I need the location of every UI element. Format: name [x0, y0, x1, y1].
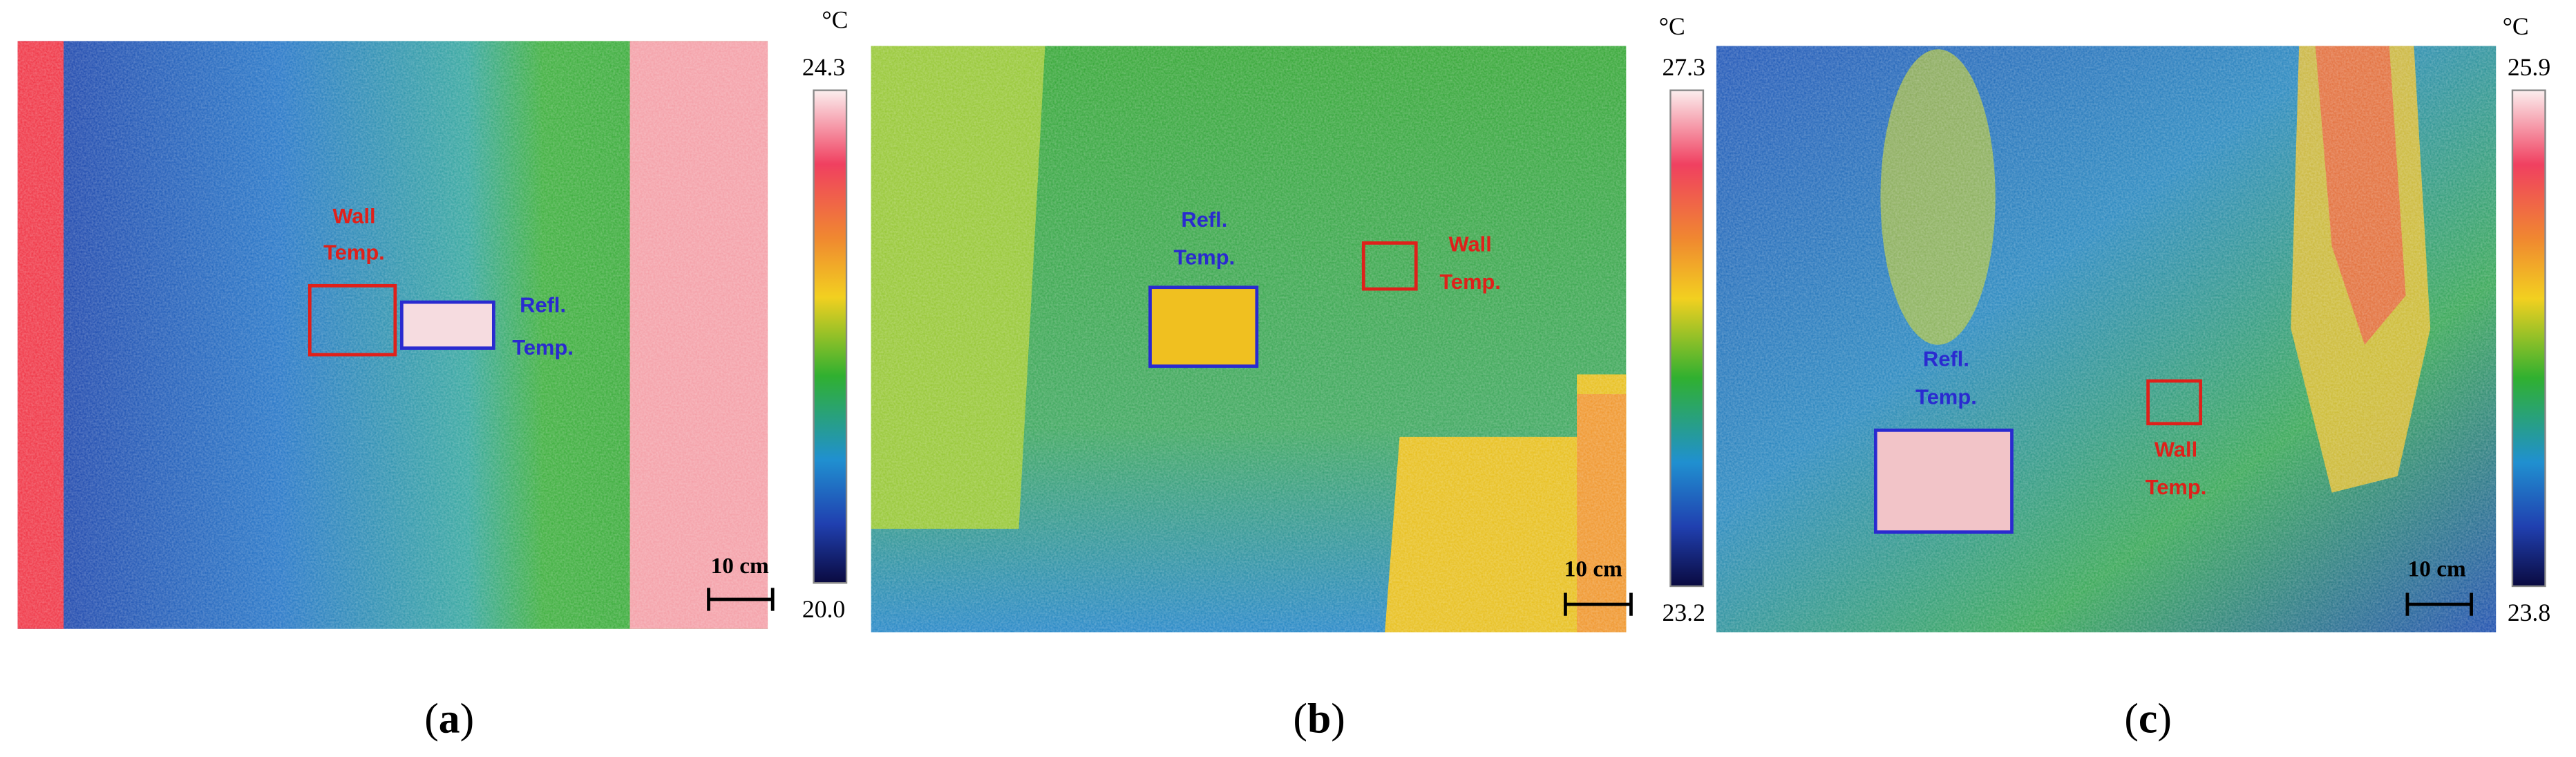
scale-min: 23.2 [1663, 599, 1705, 626]
refl-label: Temp. [1915, 384, 1977, 409]
refl-label: Refl. [1923, 347, 1969, 371]
color-bar [1669, 89, 1705, 588]
caption-open: ( [424, 695, 439, 742]
noise [1716, 46, 2497, 633]
refl-box [1148, 286, 1259, 368]
caption-close: ) [460, 695, 475, 742]
caption-open: ( [2124, 695, 2139, 742]
scale-bar-label: 10 cm [711, 553, 769, 579]
scale-max: 27.3 [1663, 53, 1705, 81]
caption: (a) [424, 695, 474, 742]
panel-a: Wall Temp. Refl. Temp. 10 cm °C 24.3 20.… [17, 6, 848, 742]
wall-label: Temp. [2146, 475, 2207, 499]
caption-letter: a [439, 695, 460, 742]
wall-label: Wall [1449, 232, 1492, 256]
scale-bar-label: 10 cm [1564, 557, 1622, 582]
caption-close: ) [2157, 695, 2172, 742]
wall-box [307, 283, 397, 357]
unit: °C [1659, 12, 1685, 40]
caption: (c) [2124, 695, 2172, 742]
refl-label: Temp. [1174, 245, 1235, 269]
refl-box [1873, 428, 2014, 534]
refl-label: Refl. [1181, 207, 1227, 232]
scale-max: 24.3 [802, 53, 845, 81]
caption-letter: b [1307, 695, 1331, 742]
scale-bar-label: 10 cm [2408, 557, 2466, 582]
wall-label: Temp. [1439, 270, 1501, 294]
scale-bar [1564, 592, 1633, 616]
color-bar [2511, 89, 2546, 588]
scale-min: 23.8 [2508, 599, 2550, 626]
unit: °C [2503, 12, 2529, 40]
panel-b: Refl. Temp. Wall Temp. 10 cm °C 27.3 23.… [871, 12, 1705, 742]
scale-bar [2405, 592, 2473, 616]
caption-close: ) [1331, 695, 1345, 742]
wall-box [1361, 241, 1418, 291]
wall-label: Wall [2154, 437, 2197, 461]
color-bar [813, 89, 848, 584]
refl-label: Temp. [512, 335, 574, 359]
noise [17, 41, 768, 629]
wall-box [2146, 379, 2203, 426]
wall-label: Wall [332, 204, 375, 228]
refl-label: Refl. [520, 292, 566, 317]
refl-fill [401, 302, 494, 348]
panel-c: Refl. Temp. Wall Temp. 10 cm °C 25.9 23.… [1716, 12, 2550, 742]
scale-max: 25.9 [2508, 53, 2550, 81]
scale-bar [707, 588, 775, 611]
wall-label: Temp. [323, 240, 385, 264]
caption: (b) [1293, 695, 1345, 742]
caption-open: ( [1293, 695, 1307, 742]
caption-letter: c [2139, 695, 2157, 742]
scale-min: 20.0 [802, 595, 845, 623]
refl-box [399, 300, 495, 350]
unit: °C [822, 6, 848, 33]
